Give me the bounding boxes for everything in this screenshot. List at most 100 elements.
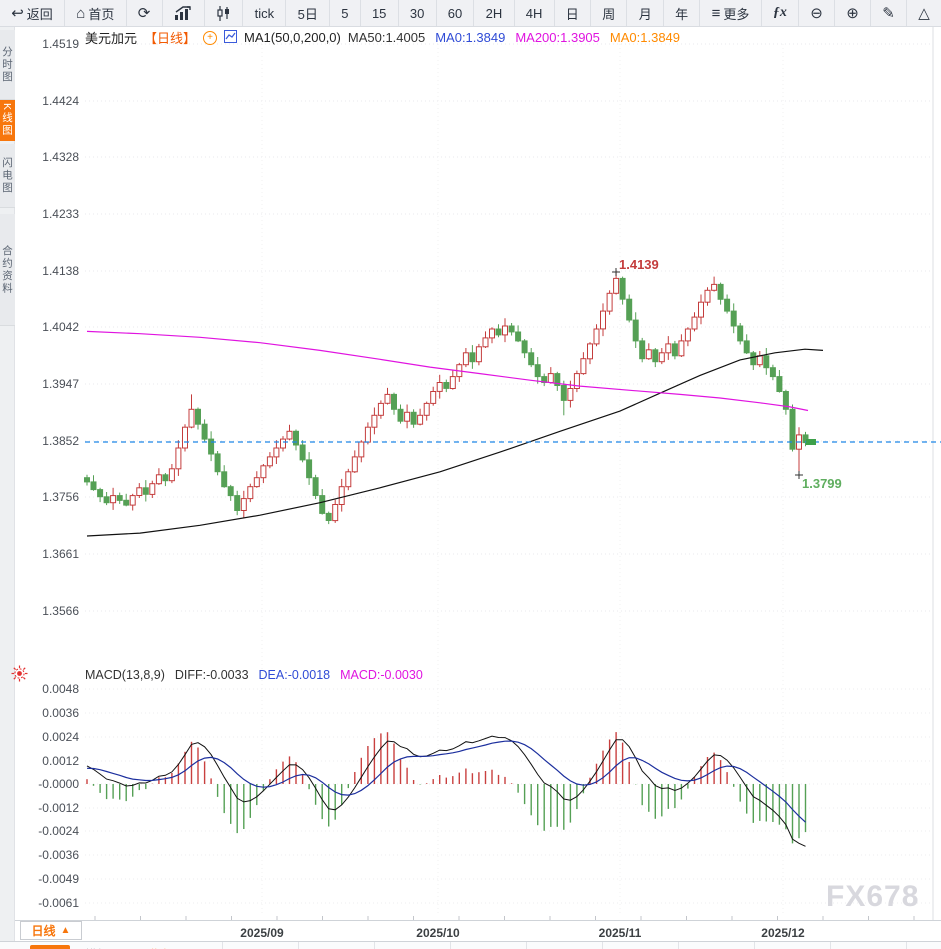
bottom-tab[interactable]: 指标 [30,945,71,949]
macd-values: DIFF:-0.0033 DEA:-0.0018 MACD:-0.0030 [175,668,423,682]
home-button[interactable]: ⌂ 首页 [65,0,127,26]
macd-y-axis-label: -0.0000 [38,777,79,791]
sidebar-tab-1[interactable]: 分时图 [0,30,15,100]
more-button[interactable]: ≡ 更多 [700,0,762,26]
pencil-icon: ✎ [882,4,895,22]
period-selector-dropdown[interactable]: 日线 ▲ [20,921,82,940]
menu-icon: ≡ [711,4,721,22]
bar-chart-icon [174,5,191,20]
price-marker-label: 1.3799 [802,476,842,491]
period-label: 2H [485,5,503,21]
shapes-button[interactable]: △ [907,0,941,26]
period-5day-button[interactable]: 5日 [286,0,331,26]
divider [298,942,299,949]
divider [222,942,223,949]
more-label: 更多 [723,6,750,22]
y-axis-label: 1.3566 [42,604,79,618]
y-axis-label: 1.3661 [42,547,79,561]
macd-settings-icon[interactable] [11,665,28,687]
macd-y-axis-label: -0.0036 [38,848,79,862]
function-icon: ƒx [772,5,787,20]
back-button[interactable]: ↩ 返回 [0,0,66,26]
x-axis-label: 2025/12 [761,926,805,940]
macd-y-axis-label: -0.0024 [38,824,79,838]
period-label: 日 [565,6,579,22]
macd-y-axis-label: 0.0024 [42,730,79,744]
period-label: 年 [675,6,689,22]
y-axis-label: 1.4519 [42,37,79,51]
period-tick-button[interactable]: tick [243,0,287,26]
y-axis-label: 1.3756 [42,490,79,504]
ma-line-ma200 [86,330,809,412]
sidebar-tab-4[interactable]: 合约资料 [0,214,15,326]
macd-params-label: MACD(13,8,9) [85,668,165,682]
ma-value: MA0:1.3849 [609,30,681,45]
back-arrow-icon: ↩ [11,4,24,22]
candles [84,270,809,525]
macd-y-axis-label: -0.0012 [38,801,79,815]
draw-button[interactable]: ✎ [871,0,908,26]
ma-mini-chart-icon[interactable] [224,29,238,46]
y-axis-label: 1.3852 [42,434,79,448]
macd-value: MACD:-0.0030 [340,668,423,682]
indicator-fx-button[interactable]: ƒx [762,0,800,26]
macd-histogram [86,732,807,844]
period-2h-button[interactable]: 2H [474,0,515,26]
divider [830,942,831,949]
period-60m-button[interactable]: 60 [437,0,475,26]
divider [906,942,907,949]
period-4h-button[interactable]: 4H [515,0,555,26]
ma-value: MA0:1.3849 [435,30,506,45]
sidebar-tab-2[interactable]: K线图 [0,100,15,141]
period-selector-label: 日线 [31,924,56,938]
period-30m-button[interactable]: 30 [399,0,437,26]
period-month-button[interactable]: 月 [627,0,664,26]
divider [754,942,755,949]
divider [374,942,375,949]
tick-label: tick [254,5,275,21]
period-label: 15 [371,5,387,21]
fx678-watermark: FX678 [826,880,920,913]
period-week-button[interactable]: 周 [591,0,628,26]
macd-dea-line [86,740,806,823]
ma-values: MA50:1.4005 MA0:1.3849 MA200:1.3905 MA0:1.3… [348,30,680,45]
symbol-period-tag: 【日线】 [144,31,197,46]
period-label: 周 [602,6,616,22]
macd-value: DEA:-0.0018 [258,668,331,682]
top-toolbar: ↩ 返回 ⌂ 首页 ⟳ [0,0,941,27]
sidebar-tab-3[interactable]: 闪电图 [0,144,15,208]
period-year-button[interactable]: 年 [664,0,701,26]
x-axis-label: 2025/10 [416,926,460,940]
ma-settings-label: MA1(50,0,200,0) [244,30,341,45]
zoom-in-button[interactable]: ⊕ [835,0,872,26]
candlestick-type-button[interactable] [205,0,244,26]
refresh-button[interactable]: ⟳ [127,0,163,26]
bar-chart-type-button[interactable] [163,0,205,26]
price-marker-label: 1.4139 [619,257,659,272]
period-5m-button[interactable]: 5 [330,0,361,26]
period-15m-button[interactable]: 15 [361,0,399,26]
period-label: 5 [341,5,349,21]
period-label: 30 [409,5,425,21]
macd-header: MACD(13,8,9) DIFF:-0.0033 DEA:-0.0018 MACD… [85,668,423,682]
divider [602,942,603,949]
period-label: 60 [447,5,463,21]
ma-value: MA50:1.4005 [347,30,426,45]
divider [526,942,527,949]
macd-y-axis-label: -0.0061 [38,896,79,910]
zoom-in-icon: ⊕ [846,4,859,22]
macd-y-axis-label: 0.0048 [42,682,79,696]
refresh-icon: ⟳ [137,4,151,22]
add-compare-icon[interactable]: + [203,30,218,45]
home-icon: ⌂ [76,4,86,22]
period-day-button[interactable]: 日 [555,0,592,26]
symbol-name: 美元加元 [85,31,138,46]
macd-diff-line [86,735,806,847]
symbol-header: 美元加元 【日线】 + MA1(50,0,200,0) MA50:1.4005 M… [85,28,680,47]
bottom-indicator-bar: 指标模板指标设置 [0,941,941,949]
x-axis-label: 2025/09 [240,926,284,940]
zoom-out-button[interactable]: ⊖ [799,0,836,26]
y-axis-label: 1.4138 [42,264,79,278]
